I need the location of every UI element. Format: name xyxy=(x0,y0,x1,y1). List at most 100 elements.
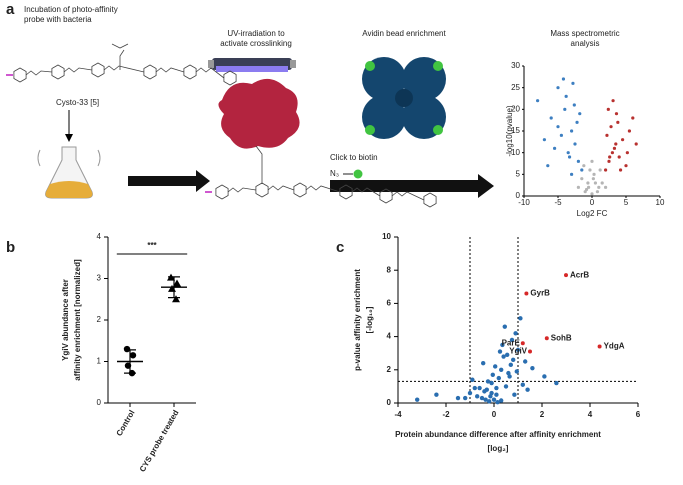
y-axis-label: [-log₁₀] xyxy=(365,306,374,333)
point xyxy=(493,364,498,369)
point xyxy=(523,359,528,364)
point xyxy=(515,347,521,353)
bond xyxy=(227,185,425,201)
point xyxy=(631,116,635,120)
ring xyxy=(13,67,27,83)
gene-label: YdgA xyxy=(604,342,625,351)
point xyxy=(571,81,575,85)
point xyxy=(563,107,567,111)
point xyxy=(572,103,576,107)
point xyxy=(542,374,547,379)
y-axis-label: p-value affinity enrichment xyxy=(353,269,362,371)
x-tick-label: -10 xyxy=(518,198,530,207)
point xyxy=(494,385,499,391)
point xyxy=(434,392,439,397)
x-tick-label: 0 xyxy=(590,198,595,207)
point xyxy=(536,99,540,103)
point xyxy=(600,181,604,185)
y-axis-label: affinity enrichment [normalized] xyxy=(73,259,82,381)
point xyxy=(576,159,581,163)
point xyxy=(546,164,550,168)
point xyxy=(598,168,602,172)
highlight-point xyxy=(544,336,549,341)
y-tick-label: 10 xyxy=(382,232,391,241)
x-tick-label: 0 xyxy=(492,410,497,419)
y-tick-label: 25 xyxy=(511,83,520,92)
point xyxy=(488,394,493,399)
point xyxy=(497,349,503,354)
y-tick-label: 0 xyxy=(387,398,392,407)
point xyxy=(472,385,477,391)
point xyxy=(607,159,611,163)
point xyxy=(586,181,590,185)
point xyxy=(507,374,512,379)
step-text: Mass spectrometric xyxy=(550,29,619,38)
point xyxy=(554,380,559,386)
y-tick-label: 3 xyxy=(97,274,102,283)
point xyxy=(617,155,621,159)
ring xyxy=(255,182,269,198)
point xyxy=(590,159,594,163)
point xyxy=(489,380,494,386)
point xyxy=(591,177,595,181)
y-tick-label: 2 xyxy=(387,365,392,374)
x-tick-label: -2 xyxy=(442,410,450,419)
point xyxy=(621,138,625,142)
point xyxy=(564,94,568,98)
point xyxy=(509,337,515,343)
x-tick-label: 2 xyxy=(540,410,545,419)
point xyxy=(499,398,504,403)
ring xyxy=(423,192,437,208)
step-text: probe with bacteria xyxy=(24,15,92,24)
y-tick-label: 1 xyxy=(97,357,102,366)
point xyxy=(593,181,598,185)
point xyxy=(611,99,615,103)
point xyxy=(588,168,592,172)
ring xyxy=(223,70,237,86)
point xyxy=(502,324,507,329)
point xyxy=(606,107,610,111)
x-tick-label: -4 xyxy=(394,410,402,419)
point xyxy=(455,395,461,401)
ring xyxy=(143,64,157,80)
point xyxy=(525,387,530,392)
avidin-beads xyxy=(362,57,446,139)
point xyxy=(172,295,180,303)
ring xyxy=(51,64,65,80)
point xyxy=(570,129,574,133)
point xyxy=(570,172,574,176)
point xyxy=(495,399,500,405)
flask xyxy=(37,146,101,199)
gene-label: ParE xyxy=(502,338,521,347)
ring xyxy=(339,184,353,200)
point xyxy=(584,187,589,192)
point xyxy=(561,77,566,81)
point xyxy=(499,367,504,372)
point xyxy=(482,389,487,394)
point xyxy=(129,352,137,359)
point xyxy=(590,192,594,196)
point xyxy=(490,372,495,377)
y-tick-label: 20 xyxy=(511,104,520,113)
gene-label: GyrB xyxy=(530,289,550,298)
point xyxy=(542,138,547,142)
point xyxy=(604,185,608,189)
point xyxy=(627,129,632,133)
x-tick-label: -5 xyxy=(554,198,562,207)
step-text: Avidin bead enrichment xyxy=(362,29,446,38)
point xyxy=(578,112,582,116)
point xyxy=(173,279,181,287)
highlight-point xyxy=(564,273,568,278)
arrowhead xyxy=(65,134,73,142)
point xyxy=(168,284,176,292)
y-tick-label: 4 xyxy=(387,332,392,341)
click-text: Click to biotin xyxy=(330,153,378,162)
point xyxy=(487,399,492,404)
point xyxy=(503,384,509,389)
point xyxy=(580,168,584,172)
highlight-point xyxy=(524,291,529,296)
point xyxy=(128,369,136,377)
point xyxy=(167,273,175,281)
gene-label: SohB xyxy=(551,333,572,342)
